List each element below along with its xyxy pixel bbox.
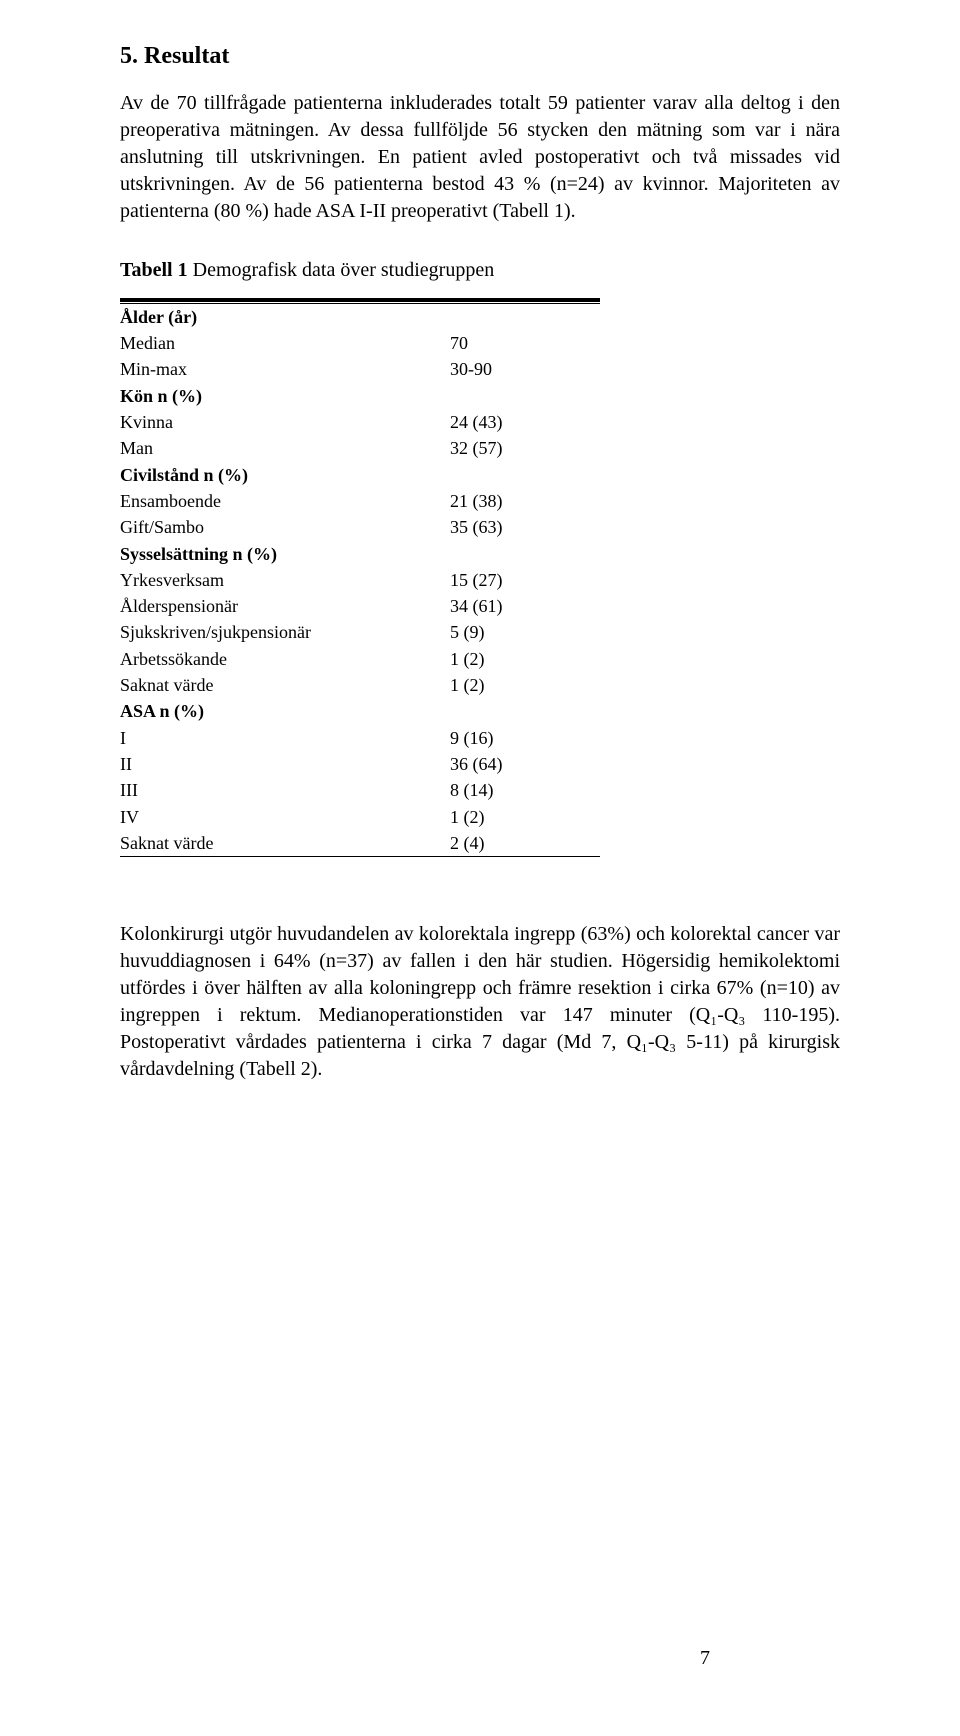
results-paragraph-1: Av de 70 tillfrågade patienterna inklude… (120, 90, 840, 225)
row-value: 70 (450, 330, 600, 356)
row-category-label: Civilstånd n (%) (120, 462, 450, 488)
row-item-label: Median (120, 330, 450, 356)
table-row: I9 (16) (120, 725, 600, 751)
table-row: Median70 (120, 330, 600, 356)
row-item-label: Kvinna (120, 409, 450, 435)
row-item-label: Ålderspensionär (120, 593, 450, 619)
row-item-label: Ensamboende (120, 488, 450, 514)
row-value: 15 (27) (450, 567, 600, 593)
row-value: 24 (43) (450, 409, 600, 435)
table1-title-text: Demografisk data över studiegruppen (188, 259, 495, 281)
row-item-label: Man (120, 435, 450, 461)
table-row: III8 (14) (120, 777, 600, 803)
table-row: Gift/Sambo35 (63) (120, 514, 600, 540)
table1-title-label: Tabell 1 (120, 259, 188, 281)
table1-title: Tabell 1 Demografisk data över studiegru… (120, 257, 840, 284)
table-row: Kvinna24 (43) (120, 409, 600, 435)
row-item-label: Saknat värde (120, 672, 450, 698)
row-value: 35 (63) (450, 514, 600, 540)
row-category-label: Ålder (år) (120, 303, 450, 330)
row-item-label: Saknat värde (120, 830, 450, 857)
table-row: Sysselsättning n (%) (120, 541, 600, 567)
table-row: Arbetssökande1 (2) (120, 646, 600, 672)
row-value: 34 (61) (450, 593, 600, 619)
row-value: 5 (9) (450, 619, 600, 645)
section-heading: 5. Resultat (120, 40, 840, 72)
table-row: Ålderspensionär34 (61) (120, 593, 600, 619)
row-category-label: Kön n (%) (120, 383, 450, 409)
table-row: II36 (64) (120, 751, 600, 777)
table-row: Man32 (57) (120, 435, 600, 461)
results-paragraph-2: Kolonkirurgi utgör huvudandelen av kolor… (120, 921, 840, 1083)
row-value: 1 (2) (450, 646, 600, 672)
table-row: IV1 (2) (120, 804, 600, 830)
table-row: Ålder (år) (120, 303, 600, 330)
table-row: Ensamboende21 (38) (120, 488, 600, 514)
table-row: Civilstånd n (%) (120, 462, 600, 488)
row-item-label: I (120, 725, 450, 751)
row-item-label: II (120, 751, 450, 777)
row-value: 8 (14) (450, 777, 600, 803)
row-item-label: III (120, 777, 450, 803)
row-item-label: Min-max (120, 356, 450, 382)
row-item-label: Gift/Sambo (120, 514, 450, 540)
table-row: Kön n (%) (120, 383, 600, 409)
row-value: 9 (16) (450, 725, 600, 751)
table-row: Saknat värde2 (4) (120, 830, 600, 857)
row-value (450, 541, 600, 567)
table-row: Min-max30-90 (120, 356, 600, 382)
row-value (450, 383, 600, 409)
table-row: Saknat värde1 (2) (120, 672, 600, 698)
row-item-label: Arbetssökande (120, 646, 450, 672)
row-value: 32 (57) (450, 435, 600, 461)
row-value: 2 (4) (450, 830, 600, 857)
row-value: 21 (38) (450, 488, 600, 514)
table-row: Yrkesverksam15 (27) (120, 567, 600, 593)
row-value (450, 303, 600, 330)
row-item-label: IV (120, 804, 450, 830)
row-item-label: Yrkesverksam (120, 567, 450, 593)
row-value (450, 462, 600, 488)
row-value: 30-90 (450, 356, 600, 382)
row-value: 36 (64) (450, 751, 600, 777)
table1: Ålder (år)Median70Min-max30-90Kön n (%)K… (120, 298, 600, 857)
row-value: 1 (2) (450, 672, 600, 698)
row-value: 1 (2) (450, 804, 600, 830)
row-category-label: ASA n (%) (120, 698, 450, 724)
row-value (450, 698, 600, 724)
table-row: Sjukskriven/sjukpensionär5 (9) (120, 619, 600, 645)
table-row: ASA n (%) (120, 698, 600, 724)
page-number: 7 (700, 1645, 710, 1672)
row-item-label: Sjukskriven/sjukpensionär (120, 619, 450, 645)
row-category-label: Sysselsättning n (%) (120, 541, 450, 567)
